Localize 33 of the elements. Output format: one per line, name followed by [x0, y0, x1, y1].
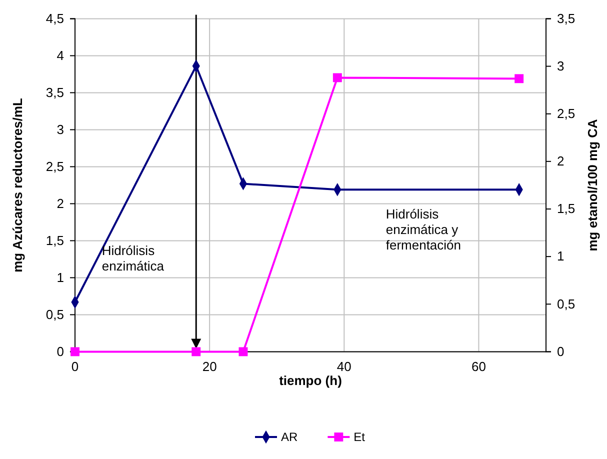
legend-label: Et	[354, 430, 366, 444]
point	[238, 347, 248, 356]
y-tick-label: 1	[56, 270, 64, 285]
point	[192, 347, 201, 356]
y-tick-label: 1,5	[46, 232, 64, 248]
legend-label: AR	[281, 430, 298, 444]
x-tick-label: 40	[336, 358, 352, 374]
point	[514, 74, 524, 84]
y2-tick-label: 2,5	[557, 106, 576, 122]
y-tick-label: 3	[56, 122, 64, 137]
y2-tick-label: 1,5	[557, 201, 576, 216]
annotation: Hidrólisis enzimática	[102, 243, 165, 274]
x-tick-label: 20	[202, 358, 217, 374]
y2-tick-label: 0	[557, 344, 564, 359]
y-tick-label: 2	[56, 196, 64, 211]
y-tick-label: 4	[56, 48, 64, 63]
y-tick-label: 3,5	[46, 84, 64, 100]
y2-tick-label: 1	[557, 248, 564, 264]
point	[332, 73, 342, 82]
x-tick-label: 60	[471, 358, 486, 374]
y-tick-label: 0,5	[46, 306, 64, 322]
y-axis-title: mg Azúcares reductores/mL	[10, 98, 25, 272]
y-tick-label: 2,5	[46, 158, 64, 174]
y-tick-label: 0	[56, 344, 64, 359]
y2-tick-label: 2	[557, 154, 564, 169]
y2-tick-label: 3	[557, 58, 564, 74]
y2-tick-label: 3,5	[557, 10, 576, 26]
annotation: Hidrólisis enzimática y fermentación	[386, 206, 462, 253]
y2-tick-label: 0,5	[557, 296, 576, 312]
y2-axis-title: mg etanol/100 mg CA	[585, 118, 600, 252]
x-tick-label: 0	[71, 358, 79, 374]
y-tick-label: 4,5	[46, 10, 64, 26]
x-axis-title: tiempo (h)	[279, 373, 342, 388]
